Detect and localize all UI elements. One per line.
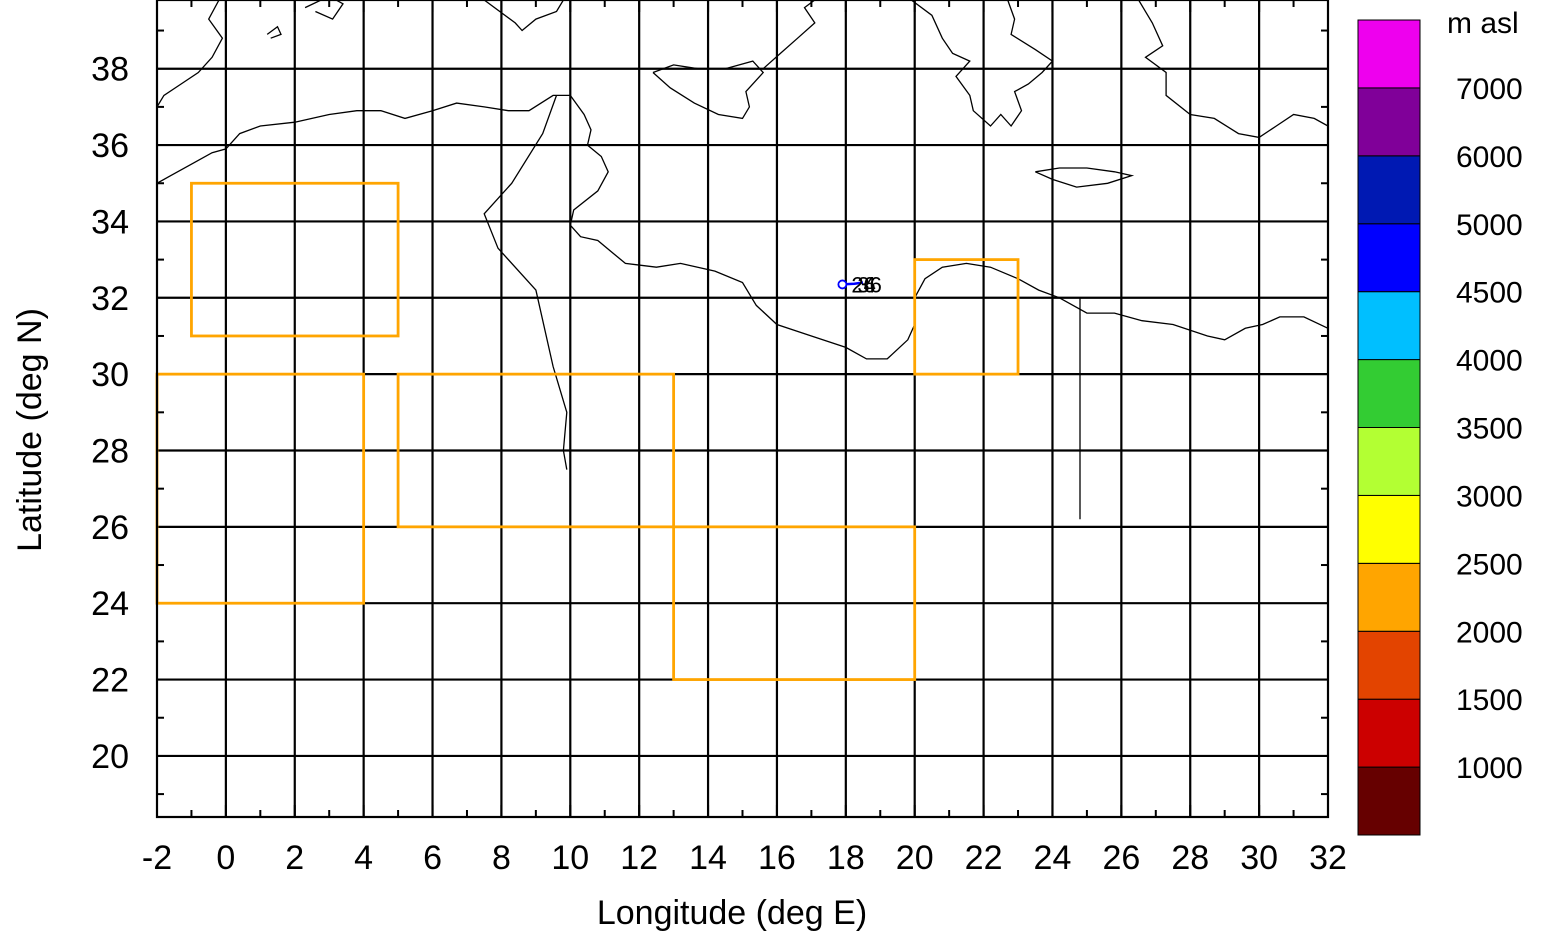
x-tick-label: 2 bbox=[285, 839, 304, 877]
colorbar-tick-label: 4500 bbox=[1456, 277, 1523, 310]
source-regions bbox=[155, 181, 1020, 681]
y-axis-ticks: 20 22 24 26 28 30 32 34 36 38 bbox=[91, 29, 1328, 796]
colorbar-tick-label: 1000 bbox=[1456, 752, 1523, 785]
colorbar-swatch bbox=[1357, 291, 1421, 361]
region-box-2 bbox=[396, 372, 676, 529]
colorbar-swatch bbox=[1357, 698, 1421, 768]
colorbar-swatch bbox=[1357, 223, 1421, 293]
colorbar-swatch bbox=[1357, 766, 1421, 836]
colorbar-tick-label: 3500 bbox=[1456, 413, 1523, 446]
y-axis-label: Latitude (deg N) bbox=[11, 308, 49, 552]
x-tick-label: 12 bbox=[620, 839, 658, 877]
y-tick-label: 30 bbox=[91, 356, 129, 394]
colorbar-swatch bbox=[1357, 155, 1421, 225]
coastline-5 bbox=[910, 0, 1054, 128]
y-tick-label: 34 bbox=[91, 203, 129, 241]
x-tick-label: 6 bbox=[423, 839, 442, 877]
colorbar-swatch bbox=[1357, 630, 1421, 700]
colorbar-tick-label: 6000 bbox=[1456, 141, 1523, 174]
y-tick-label: 22 bbox=[91, 662, 129, 700]
colorbar: 1000 1500 2000 2500 3000 3500 4000 4500 5000 6000… bbox=[1357, 19, 1523, 836]
coastline-6 bbox=[1035, 167, 1135, 188]
x-tick-label: -2 bbox=[142, 839, 172, 877]
colorbar-swatch bbox=[1357, 19, 1421, 89]
y-tick-label: 26 bbox=[91, 509, 129, 547]
colorbar-tick-label: 4000 bbox=[1456, 345, 1523, 378]
x-tick-label: 10 bbox=[551, 839, 589, 877]
x-tick-label: 16 bbox=[758, 839, 796, 877]
coastline-1 bbox=[483, 0, 564, 32]
trajectory-start-marker bbox=[837, 279, 848, 290]
coastline-0 bbox=[157, 94, 1328, 360]
x-tick-label: 4 bbox=[354, 839, 373, 877]
coastline-10 bbox=[157, 0, 224, 108]
colorbar-swatch bbox=[1357, 359, 1421, 429]
colorbar-swatch bbox=[1357, 562, 1421, 632]
colorbar-swatch bbox=[1357, 494, 1421, 564]
coastline-7 bbox=[1138, 0, 1328, 139]
x-tick-label: 26 bbox=[1102, 839, 1140, 877]
x-axis-label: Longitude (deg E) bbox=[597, 894, 867, 931]
colorbar-tick-label: 7000 bbox=[1456, 73, 1523, 106]
coastline-12 bbox=[266, 25, 282, 39]
y-tick-label: 32 bbox=[91, 280, 129, 318]
y-tick-label: 20 bbox=[91, 738, 129, 776]
x-axis-ticks: -2 0 2 4 6 8 10 12 14 16 18 20 22 24 26 28 30 32 bbox=[142, 0, 1347, 877]
y-tick-label: 38 bbox=[91, 51, 129, 89]
trajectory-label: 24 bbox=[851, 272, 875, 297]
y-tick-label: 28 bbox=[91, 432, 129, 470]
colorbar-tick-label: 2000 bbox=[1456, 616, 1523, 649]
x-tick-label: 20 bbox=[896, 839, 934, 877]
colorbar-swatch bbox=[1357, 427, 1421, 496]
colorbar-title: m asl bbox=[1447, 7, 1519, 40]
x-tick-label: 14 bbox=[689, 839, 727, 877]
y-tick-label: 36 bbox=[91, 127, 129, 165]
colorbar-tick-label: 3000 bbox=[1456, 480, 1523, 513]
x-tick-label: 24 bbox=[1034, 839, 1072, 877]
x-tick-label: 32 bbox=[1309, 839, 1347, 877]
colorbar-swatch bbox=[1357, 87, 1421, 157]
colorbar-tick-label: 2500 bbox=[1456, 548, 1523, 581]
x-tick-label: 8 bbox=[492, 839, 511, 877]
x-tick-label: 18 bbox=[827, 839, 865, 877]
region-box-0 bbox=[190, 181, 400, 338]
colorbar-tick-label: 5000 bbox=[1456, 209, 1523, 242]
trajectory-label: 6 bbox=[863, 272, 875, 297]
x-tick-label: 0 bbox=[216, 839, 235, 877]
trajectory-label: 36 bbox=[857, 272, 881, 297]
region-box-3 bbox=[672, 525, 917, 681]
y-tick-label: 24 bbox=[91, 585, 129, 623]
region-box-4 bbox=[913, 258, 1020, 376]
x-tick-label: 30 bbox=[1240, 839, 1278, 877]
colorbar-tick-label: 1500 bbox=[1456, 684, 1523, 717]
x-tick-label: 28 bbox=[1171, 839, 1209, 877]
coastline-9 bbox=[483, 95, 568, 470]
x-tick-label: 22 bbox=[965, 839, 1003, 877]
